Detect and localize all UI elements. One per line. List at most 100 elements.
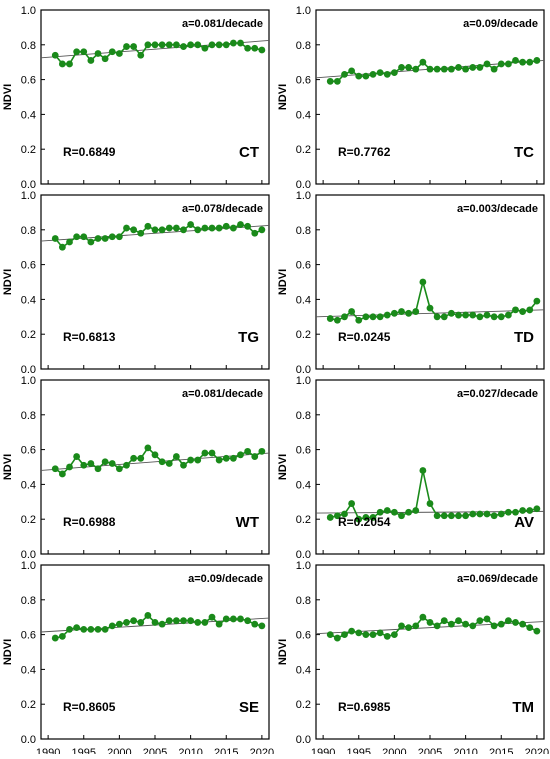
data-point (455, 512, 462, 520)
data-point (208, 41, 216, 49)
data-point (419, 467, 427, 474)
y-tick-label: 0.6 (21, 630, 36, 642)
data-point (187, 41, 195, 49)
data-point (151, 41, 159, 49)
panel-av: 0.0 0.2 0.4 0.6 0.8 1.0 NDVI a=0.027/decade R=0.… (277, 375, 545, 561)
y-tick-label: 0.2 (296, 699, 311, 711)
data-point (66, 238, 73, 246)
data-point (222, 615, 230, 623)
data-point (108, 233, 116, 241)
data-point (151, 619, 159, 626)
slope-annotation: a=0.09/decade (463, 18, 538, 30)
y-tick-label: 0.2 (296, 329, 311, 341)
slope-annotation: a=0.081/decade (182, 18, 263, 30)
data-point (341, 510, 348, 518)
data-point (201, 619, 209, 626)
data-point (412, 622, 420, 630)
x-tick-label: 2005 (418, 747, 442, 754)
data-point (73, 453, 81, 460)
data-point (440, 65, 448, 73)
y-tick-label: 0.0 (296, 549, 311, 561)
data-point (237, 39, 244, 47)
data-point (433, 65, 441, 73)
region-code-label: TG (238, 329, 259, 346)
data-point (165, 617, 173, 625)
panel-td: 0.0 0.2 0.4 0.6 0.8 1.0 NDVI a=0.003/decade R=0.… (277, 190, 545, 376)
y-tick-label: 0.6 (21, 260, 36, 272)
y-tick-label: 0.8 (21, 595, 36, 607)
data-point (390, 309, 398, 317)
data-point (194, 226, 202, 234)
region-code-label: WT (236, 514, 259, 531)
r-annotation: R=0.2054 (338, 515, 391, 529)
data-point (66, 463, 73, 471)
data-point (58, 632, 66, 640)
slope-annotation: a=0.003/decade (457, 203, 538, 215)
data-point (341, 70, 348, 78)
data-point (447, 309, 455, 317)
data-point (94, 465, 102, 473)
data-point (158, 41, 166, 49)
data-point (94, 235, 102, 242)
data-point (137, 51, 145, 59)
data-point (348, 500, 356, 507)
panel-tc: 0.0 0.2 0.4 0.6 0.8 1.0 NDVI a=0.09/decade R=0.7… (277, 5, 545, 191)
data-point (412, 507, 420, 514)
data-point (87, 460, 95, 467)
data-point (447, 512, 455, 520)
data-point (376, 313, 384, 321)
y-tick-label: 0.4 (21, 109, 36, 121)
data-point (229, 615, 237, 623)
data-point (376, 69, 384, 77)
data-point (433, 313, 441, 321)
y-tick-label: 0.4 (21, 294, 36, 306)
y-tick-label: 0.6 (296, 445, 311, 457)
data-point (512, 508, 519, 516)
data-point (348, 308, 356, 315)
y-tick-label: 1.0 (21, 375, 36, 387)
panel-ct: 0.0 0.2 0.4 0.6 0.8 1.0 NDVI a=0.081/decade R=0.… (2, 5, 270, 191)
x-tick-label: 1990 (311, 747, 335, 754)
data-point (526, 624, 534, 632)
data-point (405, 309, 413, 317)
data-point (383, 70, 391, 78)
data-point (519, 58, 527, 66)
data-point (426, 304, 434, 312)
y-tick-label: 1.0 (296, 375, 311, 387)
data-point (462, 512, 470, 520)
data-point (440, 617, 448, 625)
data-point (80, 233, 88, 241)
slope-annotation: a=0.078/decade (182, 203, 263, 215)
data-point (519, 507, 527, 514)
data-point (115, 620, 123, 628)
x-tick-label: 2010 (178, 747, 202, 754)
data-point (215, 41, 223, 49)
slope-annotation: a=0.081/decade (182, 388, 263, 400)
y-axis-label: NDVI (2, 84, 14, 110)
data-point (101, 458, 109, 466)
data-point (398, 308, 405, 315)
data-point (251, 44, 259, 52)
data-point (58, 243, 66, 251)
slope-annotation: a=0.027/decade (457, 388, 538, 400)
data-point (180, 226, 187, 234)
data-point (215, 224, 223, 232)
data-point (87, 238, 95, 246)
y-tick-label: 0.4 (296, 479, 311, 491)
data-point (326, 77, 334, 85)
data-point (180, 617, 187, 625)
x-tick-label: 2005 (143, 747, 167, 754)
y-tick-label: 0.4 (296, 294, 311, 306)
y-tick-label: 1.0 (296, 5, 311, 17)
data-point (526, 507, 534, 514)
data-point (419, 58, 427, 66)
slope-annotation: a=0.09/decade (188, 573, 263, 585)
data-point (144, 222, 152, 230)
data-point (172, 617, 180, 625)
data-point (130, 454, 138, 462)
panel-wt: 0.0 0.2 0.4 0.6 0.8 1.0 NDVI a=0.081/decade R=0.… (2, 375, 270, 561)
data-point (51, 51, 59, 59)
data-point (201, 44, 209, 52)
data-point (326, 631, 334, 638)
